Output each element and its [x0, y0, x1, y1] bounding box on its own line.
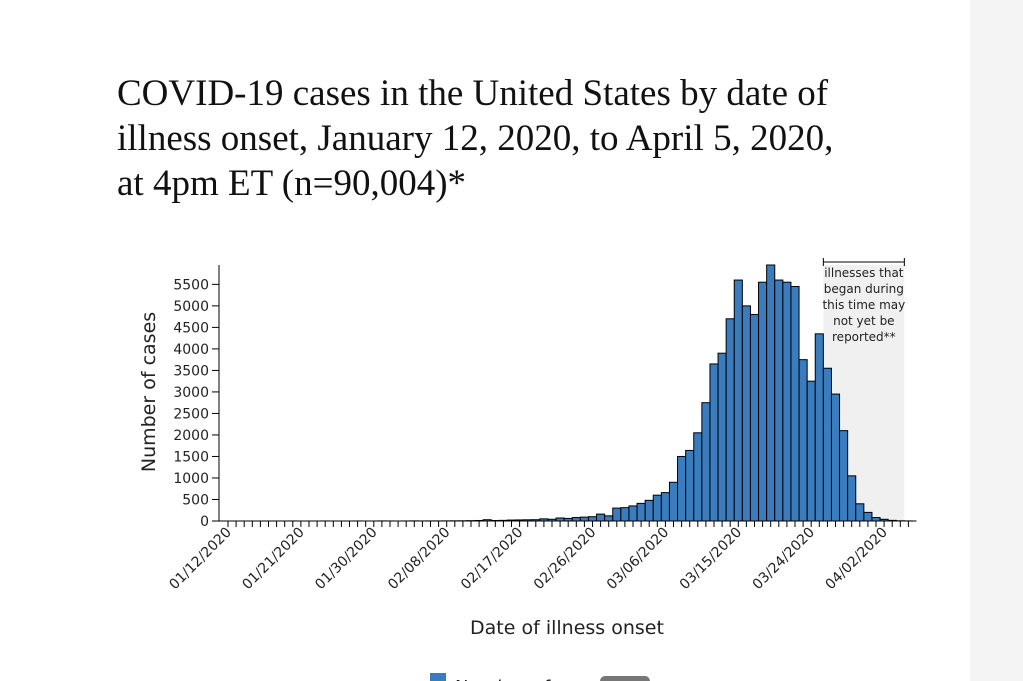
- annotation: illnesses that: [824, 266, 904, 280]
- legend-swatch: [430, 673, 446, 681]
- bar: [725, 318, 735, 522]
- x-axis-label: Date of illness onset: [470, 617, 664, 639]
- bar: [660, 492, 670, 522]
- button[interactable]: [600, 676, 650, 681]
- x-tick-label: 01/21/2020: [239, 525, 307, 593]
- annotation: not yet be: [833, 314, 894, 328]
- x-tick-label: 03/24/2020: [750, 525, 818, 593]
- bar: [644, 499, 654, 522]
- bar: [579, 516, 589, 522]
- y-tick-label: 2000: [173, 428, 209, 444]
- bar: [741, 305, 751, 522]
- y-tick-label: 5000: [173, 299, 209, 315]
- bar: [749, 313, 760, 522]
- scrollbar-area: [970, 0, 1023, 681]
- bar: [855, 503, 865, 522]
- bar: [612, 507, 622, 522]
- bar: [830, 393, 841, 522]
- bar: [506, 519, 517, 522]
- y-tick-label: 5500: [173, 277, 209, 293]
- chart-title: illness onset, January 12, 2020, to Apri…: [117, 118, 833, 159]
- x-tick-label: 04/02/2020: [823, 525, 891, 593]
- bar: [758, 281, 768, 522]
- bar: [620, 507, 630, 522]
- x-tick-label: 01/12/2020: [166, 525, 234, 593]
- bar: [782, 281, 792, 522]
- y-tick-label: 4500: [173, 320, 209, 336]
- y-tick-label: 500: [182, 492, 209, 508]
- bar: [863, 511, 873, 522]
- bar: [604, 515, 614, 522]
- x-tick-label: 01/30/2020: [312, 525, 380, 593]
- annotation: reported**: [832, 330, 896, 344]
- bar: [693, 432, 703, 522]
- bar: [790, 286, 800, 522]
- bar: [798, 359, 808, 522]
- bar: [490, 519, 500, 522]
- bar: [652, 494, 662, 522]
- y-tick-label: 4000: [173, 342, 209, 358]
- bar: [879, 518, 889, 522]
- bar: [531, 519, 541, 522]
- bar: [498, 519, 508, 522]
- y-tick-label: 3000: [173, 385, 209, 401]
- bar: [571, 517, 581, 522]
- bar: [871, 517, 881, 522]
- x-tick-label: 02/26/2020: [531, 525, 599, 593]
- bar: [806, 380, 816, 522]
- bar: [685, 449, 695, 522]
- x-tick-label: 02/08/2020: [385, 525, 453, 593]
- annotation: this time may: [822, 298, 905, 312]
- legend-label: Number of cases: [455, 677, 607, 681]
- bar: [596, 513, 606, 522]
- bar: [766, 264, 776, 522]
- annotation: began during: [824, 282, 904, 296]
- bar: [636, 502, 646, 522]
- chart-title: at 4pm ET (n=90,004)*: [117, 163, 466, 204]
- y-tick-label: 0: [200, 514, 209, 530]
- bar: [887, 519, 897, 522]
- y-tick-label: 3500: [173, 363, 209, 379]
- y-tick-label: 1000: [173, 471, 209, 487]
- y-axis-label: Number of cases: [138, 312, 160, 472]
- bar: [814, 333, 824, 522]
- bar: [474, 519, 484, 522]
- bar: [539, 518, 549, 522]
- x-tick-label: 03/06/2020: [604, 525, 672, 593]
- bar: [717, 352, 727, 522]
- x-tick-label: 02/17/2020: [458, 525, 526, 593]
- y-tick-label: 1500: [173, 449, 209, 465]
- chart-title: COVID-19 cases in the United States by d…: [117, 73, 829, 114]
- bar: [709, 363, 719, 522]
- bar: [515, 519, 525, 522]
- bar: [563, 517, 573, 522]
- bar: [587, 516, 598, 522]
- bar: [733, 279, 743, 522]
- x-tick-label: 03/15/2020: [677, 525, 745, 593]
- bar: [701, 402, 711, 522]
- bar: [847, 475, 857, 522]
- bar: [555, 517, 565, 522]
- bar: [523, 519, 533, 522]
- bar: [628, 505, 638, 522]
- y-tick-label: 2500: [173, 406, 209, 422]
- bar: [822, 367, 832, 522]
- bar: [839, 430, 849, 522]
- bar: [774, 279, 784, 522]
- bar: [482, 519, 492, 522]
- bar: [547, 518, 557, 522]
- bar: [677, 455, 687, 522]
- bar: [668, 481, 679, 522]
